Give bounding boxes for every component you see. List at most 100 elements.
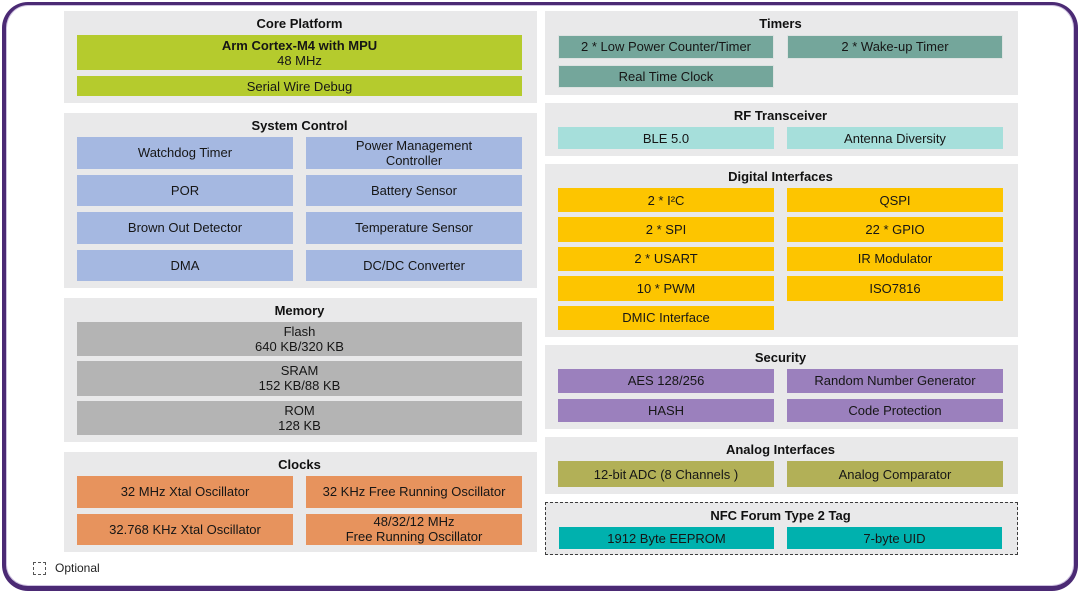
block-real-time-clock: Real Time Clock [558, 64, 774, 88]
block-label: 2 * USART [634, 251, 698, 267]
section-rf-transceiver-title: RF Transceiver [733, 108, 828, 123]
section-rf-transceiver-body: BLE 5.0 Antenna Diversity [558, 127, 1003, 149]
block-por: POR [77, 174, 293, 206]
block-i2c: 2 * I²C [558, 188, 774, 213]
section-clocks-title: Clocks [278, 457, 321, 472]
block-watchdog-timer: Watchdog Timer [77, 137, 293, 169]
block-label: HASH [647, 402, 685, 418]
block-diagram: Core Platform Arm Cortex-M4 with MPU 48 … [64, 11, 1018, 555]
section-core-platform-title: Core Platform [256, 16, 343, 31]
block-label: IR Modulator [857, 251, 933, 267]
block-label: ROM [284, 402, 315, 418]
section-security: Security AES 128/256 Random Number Gener… [545, 345, 1018, 429]
block-hash: HASH [558, 398, 774, 422]
section-system-control: System Control Watchdog Timer Power Mana… [64, 113, 537, 288]
block-32khz-free-running-oscillator: 32 KHz Free Running Oscillator [306, 476, 522, 508]
block-power-management-controller: Power Management Controller [306, 137, 522, 169]
block-label: 2 * Wake-up Timer [841, 39, 949, 55]
block-dma: DMA [77, 249, 293, 281]
section-nfc-forum-type-2-tag: NFC Forum Type 2 Tag 1912 Byte EEPROM 7-… [545, 502, 1018, 555]
block-label: 32 KHz Free Running Oscillator [322, 484, 506, 500]
right-column: Timers 2 * Low Power Counter/Timer 2 * W… [545, 11, 1018, 555]
section-core-platform-body: Arm Cortex-M4 with MPU 48 MHz Serial Wir… [77, 35, 522, 96]
section-timers: Timers 2 * Low Power Counter/Timer 2 * W… [545, 11, 1018, 95]
section-nfc-body: 1912 Byte EEPROM 7-byte UID [559, 527, 1002, 549]
block-label: 1912 Byte EEPROM [607, 530, 726, 546]
block-label: Code Protection [848, 402, 942, 418]
section-rf-transceiver: RF Transceiver BLE 5.0 Antenna Diversity [545, 103, 1018, 156]
block-label: Antenna Diversity [844, 130, 946, 146]
block-brown-out-detector: Brown Out Detector [77, 212, 293, 244]
block-label: 22 * GPIO [865, 222, 925, 238]
block-label: QSPI [879, 192, 911, 208]
section-nfc-title: NFC Forum Type 2 Tag [710, 508, 851, 523]
block-aes-128-256: AES 128/256 [558, 369, 774, 393]
block-label: Brown Out Detector [127, 220, 243, 236]
block-label: Random Number Generator [814, 373, 976, 389]
block-serial-wire-debug: Serial Wire Debug [77, 76, 522, 96]
block-label: SRAM [280, 363, 319, 379]
section-security-body: AES 128/256 Random Number Generator HASH… [558, 369, 1003, 422]
block-label: 2 * I²C [647, 192, 685, 208]
section-memory-body: Flash 640 KB/320 KB SRAM 152 KB/88 KB RO… [77, 322, 522, 435]
block-qspi: QSPI [787, 188, 1003, 213]
section-memory: Memory Flash 640 KB/320 KB SRAM 152 KB/8… [64, 298, 537, 442]
section-memory-title: Memory [274, 303, 325, 318]
block-label: 7-byte UID [863, 530, 926, 546]
legend-label: Optional [55, 561, 100, 575]
block-gpio: 22 * GPIO [787, 217, 1003, 242]
block-code-protection: Code Protection [787, 398, 1003, 422]
block-1912-byte-eeprom: 1912 Byte EEPROM [559, 527, 774, 549]
section-system-control-title: System Control [251, 118, 348, 133]
left-column: Core Platform Arm Cortex-M4 with MPU 48 … [64, 11, 537, 555]
block-sublabel: 48 MHz [277, 52, 322, 68]
block-label: Real Time Clock [618, 68, 714, 84]
block-label: Battery Sensor [371, 182, 457, 198]
empty-grid-cell [787, 306, 1003, 330]
block-dcdc-converter: DC/DC Converter [306, 249, 522, 281]
block-dmic-interface: DMIC Interface [558, 305, 774, 330]
block-48-32-12mhz-free-running-oscillator: 48/32/12 MHz Free Running Oscillator [306, 513, 522, 545]
optional-dashed-box-icon [33, 561, 46, 575]
block-temperature-sensor: Temperature Sensor [306, 212, 522, 244]
block-low-power-counter-timer: 2 * Low Power Counter/Timer [558, 35, 774, 59]
block-32mhz-xtal-oscillator: 32 MHz Xtal Oscillator [77, 476, 293, 508]
section-digital-interfaces-body: 2 * I²C QSPI 2 * SPI 22 * GPIO 2 * USART… [558, 188, 1003, 330]
block-label: AES 128/256 [627, 373, 705, 389]
block-label: Temperature Sensor [355, 220, 473, 236]
block-7-byte-uid: 7-byte UID [787, 527, 1002, 549]
block-label: BLE 5.0 [642, 130, 690, 146]
section-clocks-body: 32 MHz Xtal Oscillator 32 KHz Free Runni… [77, 476, 522, 545]
section-analog-interfaces-title: Analog Interfaces [725, 442, 836, 457]
block-ble-5-0: BLE 5.0 [558, 127, 774, 149]
block-analog-comparator: Analog Comparator [787, 461, 1003, 487]
block-sublabel: 640 KB/320 KB [255, 339, 344, 355]
block-usart: 2 * USART [558, 246, 774, 272]
block-spi: 2 * SPI [558, 217, 774, 242]
block-label: 2 * Low Power Counter/Timer [580, 39, 752, 55]
block-label: 32.768 KHz Xtal Oscillator [109, 521, 261, 537]
block-label: Watchdog Timer [137, 145, 233, 161]
section-core-platform: Core Platform Arm Cortex-M4 with MPU 48 … [64, 11, 537, 103]
block-sublabel: 128 KB [278, 417, 321, 433]
block-rom: ROM 128 KB [77, 400, 522, 435]
block-sublabel: 152 KB/88 KB [258, 378, 341, 394]
block-label: Analog Comparator [838, 466, 952, 482]
block-wake-up-timer: 2 * Wake-up Timer [787, 35, 1003, 59]
section-security-title: Security [754, 350, 807, 365]
block-sram: SRAM 152 KB/88 KB [77, 361, 522, 396]
block-label: DMA [170, 257, 200, 273]
block-label: Flash [283, 324, 316, 340]
block-sublabel: Free Running Oscillator [345, 529, 483, 545]
block-12-bit-adc: 12-bit ADC (8 Channels ) [558, 461, 774, 487]
section-clocks: Clocks 32 MHz Xtal Oscillator 32 KHz Fre… [64, 452, 537, 552]
block-label: 32 MHz Xtal Oscillator [120, 484, 250, 500]
block-32768khz-xtal-oscillator: 32.768 KHz Xtal Oscillator [77, 513, 293, 545]
block-label: 2 * SPI [645, 222, 687, 238]
block-random-number-generator: Random Number Generator [787, 369, 1003, 393]
section-analog-interfaces-body: 12-bit ADC (8 Channels ) Analog Comparat… [558, 461, 1003, 487]
legend: Optional [33, 561, 100, 575]
section-system-control-body: Watchdog Timer Power Management Controll… [77, 137, 522, 281]
block-battery-sensor: Battery Sensor [306, 174, 522, 206]
block-arm-cortex-m4-with-mpu: Arm Cortex-M4 with MPU 48 MHz [77, 35, 522, 71]
